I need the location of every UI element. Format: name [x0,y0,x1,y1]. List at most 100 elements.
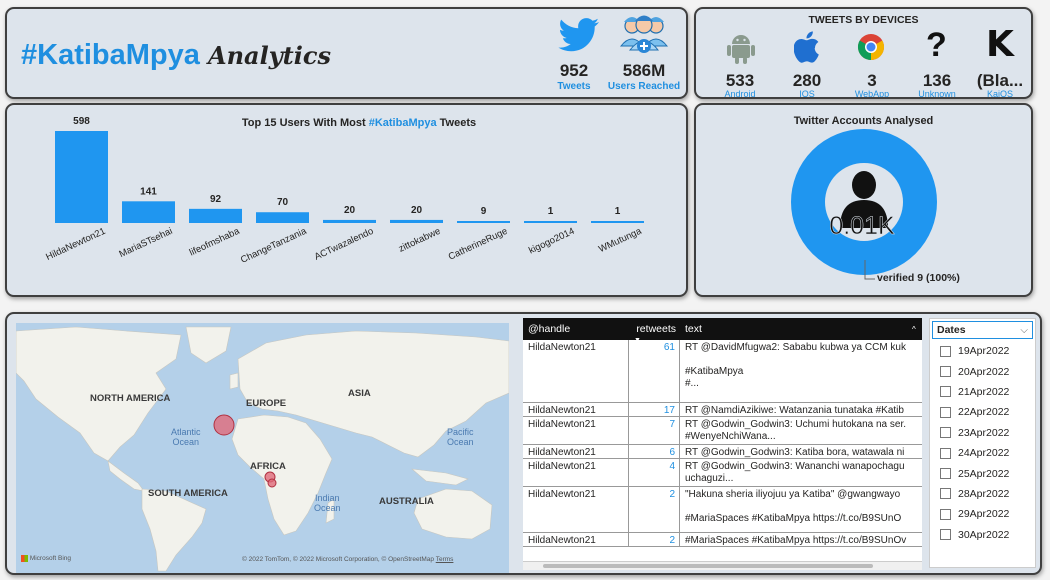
map-label-australia: AUSTRALIA [379,496,434,507]
table-row[interactable]: HildaNewton21 6 RT @Godwin_Godwin3: Kati… [523,445,922,459]
bing-logo: Microsoft Bing [21,555,71,562]
tweets-value: 952 [559,61,589,80]
chart-title-suffix: Tweets [439,117,477,129]
bar-ACTwazalendo[interactable] [323,219,376,223]
slicer-dropdown[interactable]: Dates ⌵ [932,321,1033,339]
slicer-item[interactable]: 29Apr2022 [930,504,1035,524]
table-row[interactable]: HildaNewton21 17 RT @NamdiAzikiwe: Watan… [523,403,922,417]
slicer-item[interactable]: 30Apr2022 [930,525,1035,545]
checkbox[interactable] [940,447,951,459]
slicer-item[interactable]: 21Apr2022 [930,382,1035,402]
terms-link[interactable]: Terms [435,556,454,563]
page-title: #KatibaMpya Analytics [21,39,331,72]
donut-ring [791,129,937,275]
col-header-handle[interactable]: @handle [528,323,571,335]
col-header-retweets[interactable]: retweets ▼ [628,323,680,344]
bar-WMutunga[interactable] [591,221,644,223]
map-label-africa: AFRICA [250,461,286,472]
checkbox[interactable] [940,427,951,439]
data-label: 70 [277,197,289,208]
device-webapp: 3 WebApp [839,71,905,99]
map-label-north-america: NORTH AMERICA [90,393,171,404]
chevron-down-icon: ⌵ [1020,324,1028,336]
category-label: WMutunga [597,225,644,255]
tweets-label: Tweets [557,81,591,92]
slicer-item[interactable]: 25Apr2022 [930,463,1035,483]
location-marker-tanzania-2 [267,478,277,488]
top-users-bar-chart: 598 HildaNewton21 141 MariaSTsehai 92 lifeofm… [44,116,644,266]
dates-slicer: Dates ⌵ 19Apr2022 20Apr2022 21Apr2022 22… [929,318,1036,568]
checkbox[interactable] [940,508,951,520]
slicer-item[interactable]: 22Apr2022 [930,402,1035,422]
col-header-text[interactable]: text [685,323,702,335]
slicer-item[interactable]: 20Apr2022 [930,361,1035,381]
android-icon [727,35,755,64]
apple-icon [794,31,819,63]
checkbox[interactable] [940,386,951,398]
data-label: 92 [210,194,222,205]
scrollbar-thumb[interactable] [543,564,873,568]
horizontal-scrollbar[interactable] [523,561,922,570]
device-value: 3 [867,71,877,90]
map-label-atlantic: Atlantic Ocean [171,427,201,447]
top-users-card: Top 15 Users With Most #KatibaMpya Tweet… [5,103,688,297]
checkbox[interactable] [940,488,951,500]
table-row[interactable]: HildaNewton21 61 RT @DavidMfugwa2: Sabab… [523,340,922,403]
table-row[interactable]: HildaNewton21 2 #MariaSpaces #KatibaMpya… [523,533,922,547]
chart-title-prefix: Top 15 Users With Most [241,117,366,129]
slicer-item[interactable]: 23Apr2022 [930,423,1035,443]
device-label: Unknown [918,89,956,99]
data-label: 9 [481,206,487,217]
title-hashtag: #KatibaMpya [21,39,200,71]
checkbox[interactable] [940,529,951,541]
table-row[interactable]: HildaNewton21 2 "Hakuna sheria iliyojuu … [523,487,922,533]
bar-MariaSTsehai[interactable] [122,201,175,223]
location-marker-europe [213,414,235,436]
category-label: kigogo2014 [527,226,576,257]
map-label-indian: Indian Ocean [314,493,341,513]
title-word: Analytics [207,41,331,70]
map-landmass [16,326,509,572]
data-label: 1 [548,206,554,217]
data-label: 20 [411,205,423,216]
bar-HildaNewton21[interactable] [55,131,108,223]
bar-kigogo2014[interactable] [524,221,577,223]
slicer-item[interactable]: 24Apr2022 [930,443,1035,463]
scroll-up-icon[interactable]: ^ [912,324,916,334]
category-label: ACTwazalendo [313,226,376,263]
bar-zittokabwe[interactable] [390,219,443,223]
world-map[interactable]: NORTH AMERICA EUROPE ASIA AFRICA SOUTH A… [16,323,509,573]
device-unknown: 136 Unknown [904,72,970,99]
kaios-icon: K [986,24,1014,65]
device-ios: 280 IOS [774,71,840,97]
accounts-donut-chart: 0.01K [791,129,937,275]
category-label: ChangeTanzania [239,225,309,265]
category-label: HildaNewton21 [44,226,107,263]
accounts-value: 0.01K [829,212,895,240]
checkbox[interactable] [940,366,951,378]
checkbox[interactable] [940,406,951,418]
slicer-item[interactable]: 19Apr2022 [930,341,1035,361]
twitter-icon [558,18,599,52]
devices-card: TWEETS BY DEVICES ? K 533 Android 280 IO… [694,7,1033,99]
slicer-item[interactable]: 28Apr2022 [930,484,1035,504]
data-label: 141 [140,186,157,197]
bar-ChangeTanzania[interactable] [256,212,309,223]
table-row[interactable]: HildaNewton21 7 RT @Godwin_Godwin3: Uchu… [523,417,922,445]
checkbox[interactable] [940,345,951,357]
table-header: @handle retweets ▼ text ^ [523,318,922,344]
reached-label: Users Reached [607,81,681,92]
bar-CatherineRuge[interactable] [457,221,510,223]
bar-lifeofmshaba[interactable] [189,208,242,223]
map-label-asia: ASIA [348,388,371,399]
device-label: WebApp [854,89,890,99]
map-label-south-america: SOUTH AMERICA [148,488,228,499]
table-row[interactable]: HildaNewton21 4 RT @Godwin_Godwin3: Wana… [523,459,922,487]
device-value: 280 [792,71,822,90]
checkbox[interactable] [940,468,951,480]
data-label: 1 [615,206,621,217]
verified-label: verified 9 (100%) [877,272,960,284]
verified-leader-line [864,260,875,280]
category-label: lifeofmshaba [188,225,242,258]
devices-title: TWEETS BY DEVICES [808,14,919,26]
